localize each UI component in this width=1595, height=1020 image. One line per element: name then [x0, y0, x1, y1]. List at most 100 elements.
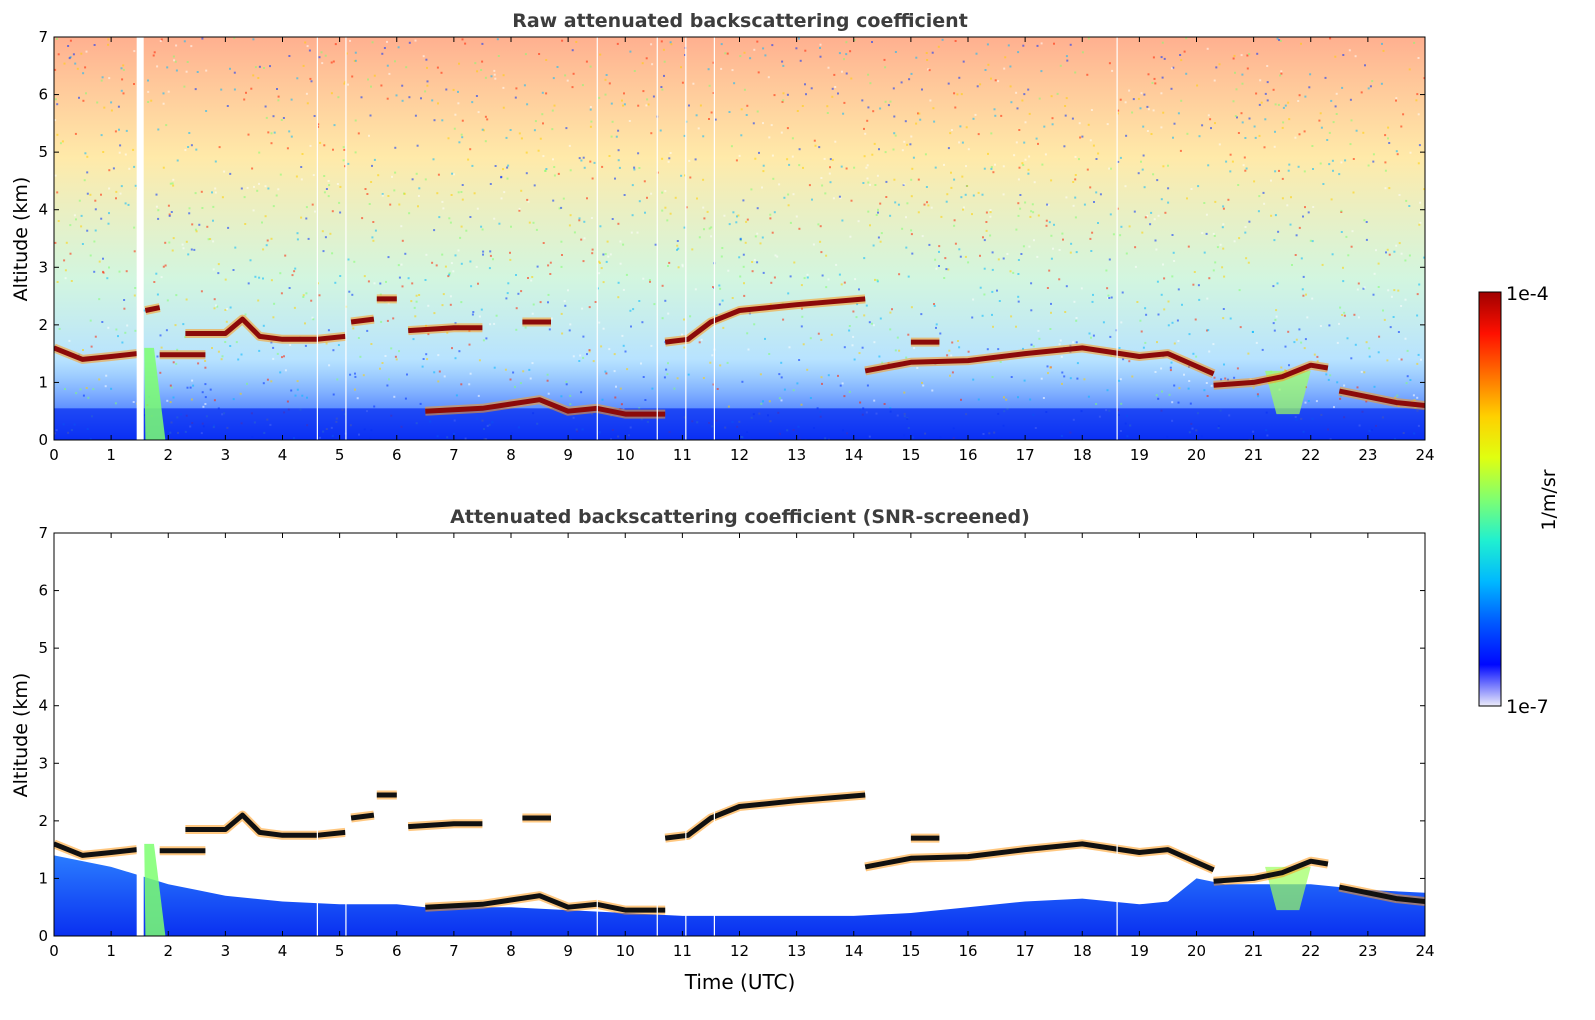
y-tick-label: 0	[38, 431, 48, 449]
x-tick-label: 19	[1130, 446, 1149, 464]
cloud-layer	[144, 305, 161, 313]
x-axis-label: Time (UTC)	[684, 970, 796, 994]
data-gap-thin	[345, 37, 347, 440]
x-tick-label: 7	[449, 446, 459, 464]
data-gap-thin	[596, 37, 598, 440]
x-tick-label: 5	[335, 942, 345, 960]
cloud-layer	[1338, 388, 1425, 408]
y-tick-label: 7	[38, 28, 48, 46]
x-tick-label: 4	[278, 446, 288, 464]
cloud-layer	[408, 325, 483, 334]
colorbar-unit-label: 1/m/sr	[1538, 469, 1560, 530]
x-tick-label: 13	[787, 942, 806, 960]
x-tick-label: 23	[1358, 942, 1377, 960]
colorbar-min-label: 1e-7	[1506, 696, 1549, 718]
x-tick-label: 6	[392, 942, 402, 960]
boundary-layer-region	[54, 855, 1425, 936]
x-tick-label: 20	[1187, 942, 1206, 960]
y-tick-label: 0	[38, 927, 48, 945]
data-gap-thin	[316, 533, 318, 936]
cloud-layer	[664, 792, 866, 841]
cloud-layer	[350, 812, 375, 821]
x-tick-label: 3	[221, 942, 231, 960]
x-tick-label: 11	[673, 446, 692, 464]
cloud-layer	[54, 841, 138, 858]
x-tick-label: 20	[1187, 446, 1206, 464]
raw-heatmap-plot	[54, 37, 1425, 440]
chart-title-screened: Attenuated backscattering coefficient (S…	[450, 506, 1030, 528]
data-gap-thin	[1116, 533, 1118, 936]
cloud-layer	[408, 821, 483, 830]
y-tick-label: 4	[38, 697, 48, 715]
data-gap	[136, 37, 144, 440]
x-tick-label: 15	[901, 446, 920, 464]
y-tick-label: 5	[38, 639, 48, 657]
x-tick-label: 6	[392, 446, 402, 464]
cloud-layers	[54, 790, 1425, 915]
x-tick-label: 17	[1016, 446, 1035, 464]
data-gap	[136, 533, 144, 936]
x-tick-label: 21	[1244, 942, 1263, 960]
data-gap-thin	[713, 533, 715, 936]
x-tick-label: 18	[1073, 446, 1092, 464]
colorbar: 1e-4 1e-7 1/m/sr	[1478, 283, 1560, 718]
cloud-layer	[425, 893, 666, 913]
x-axis-screened: 0 1 2 3 4 5 6 7 8 9 10 11 12 13 14 15 16 17 18 19 20 21 22 23 24	[49, 533, 1435, 960]
x-tick-label: 12	[730, 446, 749, 464]
x-tick-label: 2	[163, 942, 173, 960]
y-tick-label: 3	[38, 258, 48, 276]
x-tick-label: 17	[1016, 942, 1035, 960]
y-tick-label: 3	[38, 754, 48, 772]
y-axis-raw: 0 1 2 3 4 5 6 7	[38, 28, 1425, 449]
cloud-layer	[1213, 362, 1329, 388]
x-tick-label: 8	[506, 942, 516, 960]
y-tick-label: 4	[38, 201, 48, 219]
data-gap-thin	[685, 37, 687, 440]
aerosol-plume	[144, 347, 166, 440]
x-tick-label: 9	[563, 942, 573, 960]
data-gap-thin	[656, 37, 658, 440]
y-tick-label: 7	[38, 524, 48, 542]
x-tick-label: 8	[506, 446, 516, 464]
y-tick-label: 6	[38, 582, 48, 600]
x-tick-label: 24	[1415, 942, 1434, 960]
x-tick-label: 11	[673, 942, 692, 960]
x-axis-raw: 0 1 2 3 4 5 6 7 8 9 10 11 12 13 14 15 16 17 18 19 20 21 22 23 24	[49, 37, 1435, 464]
y-axis-screened: 0 1 2 3 4 5 6 7	[38, 524, 1425, 945]
cloud-layer	[664, 296, 866, 345]
y-tick-label: 2	[38, 812, 48, 830]
x-tick-label: 24	[1415, 446, 1434, 464]
plot-frame-screened	[53, 532, 1426, 937]
x-tick-label: 19	[1130, 942, 1149, 960]
y-tick-label: 5	[38, 143, 48, 161]
colorbar-gradient	[1478, 291, 1502, 707]
x-tick-label: 9	[563, 446, 573, 464]
x-tick-label: 15	[901, 942, 920, 960]
x-tick-label: 14	[844, 446, 863, 464]
y-tick-label: 2	[38, 316, 48, 334]
cloud-layer	[54, 345, 138, 362]
x-tick-label: 4	[278, 942, 288, 960]
x-tick-label: 22	[1301, 446, 1320, 464]
x-tick-label: 16	[958, 942, 977, 960]
noise-background	[54, 37, 1425, 440]
aerosol-plume	[144, 843, 166, 936]
x-tick-label: 3	[221, 446, 231, 464]
data-gap-thin	[685, 533, 687, 936]
x-tick-label: 7	[449, 942, 459, 960]
x-tick-label: 10	[616, 942, 635, 960]
chart-title-raw: Raw attenuated backscattering coefficien…	[512, 10, 968, 32]
x-tick-label: 0	[49, 446, 59, 464]
y-tick-label: 1	[38, 373, 48, 391]
x-tick-label: 5	[335, 446, 345, 464]
x-tick-label: 18	[1073, 942, 1092, 960]
raw-backscatter-panel: Raw attenuated backscattering coefficien…	[10, 10, 1435, 464]
y-tick-label: 1	[38, 869, 48, 887]
x-tick-label: 23	[1358, 446, 1377, 464]
x-tick-label: 2	[163, 446, 173, 464]
y-axis-label-screened: Altitude (km)	[10, 673, 32, 798]
snr-screened-panel: Attenuated backscattering coefficient (S…	[10, 506, 1435, 994]
x-tick-label: 22	[1301, 942, 1320, 960]
screened-heatmap-plot	[54, 533, 1425, 936]
